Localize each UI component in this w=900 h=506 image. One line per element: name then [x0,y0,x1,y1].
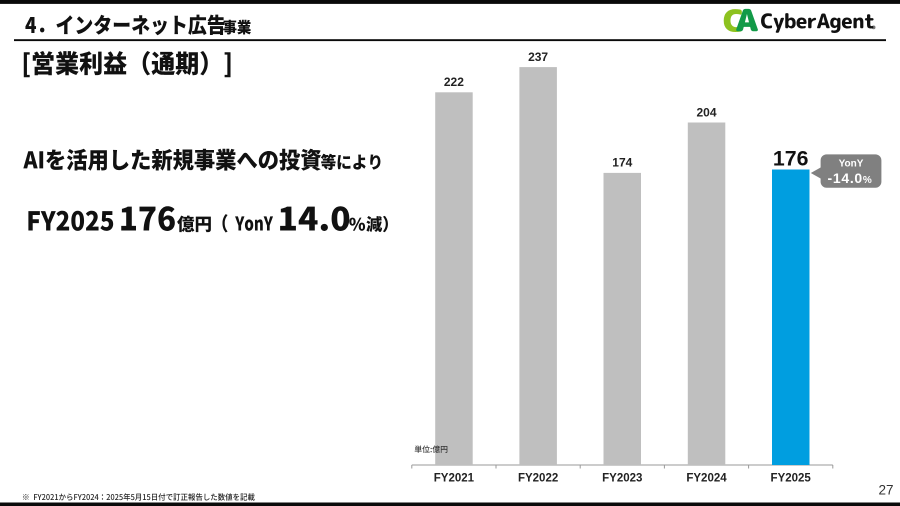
svg-text:FY2023: FY2023 [602,473,642,485]
svg-text:27: 27 [878,483,893,498]
svg-text:FY2025: FY2025 [771,473,812,485]
svg-text:FY2021: FY2021 [434,473,475,485]
svg-text:-14.0%: -14.0% [828,170,873,186]
svg-text:176: 176 [773,147,809,171]
svg-text:204: 204 [696,105,716,119]
svg-text:FY2024: FY2024 [686,473,727,485]
svg-text:174: 174 [612,156,632,170]
svg-text:FY2022: FY2022 [518,473,558,485]
svg-text:YonY: YonY [839,159,864,170]
svg-text:237: 237 [528,50,548,64]
svg-text:222: 222 [444,75,464,89]
